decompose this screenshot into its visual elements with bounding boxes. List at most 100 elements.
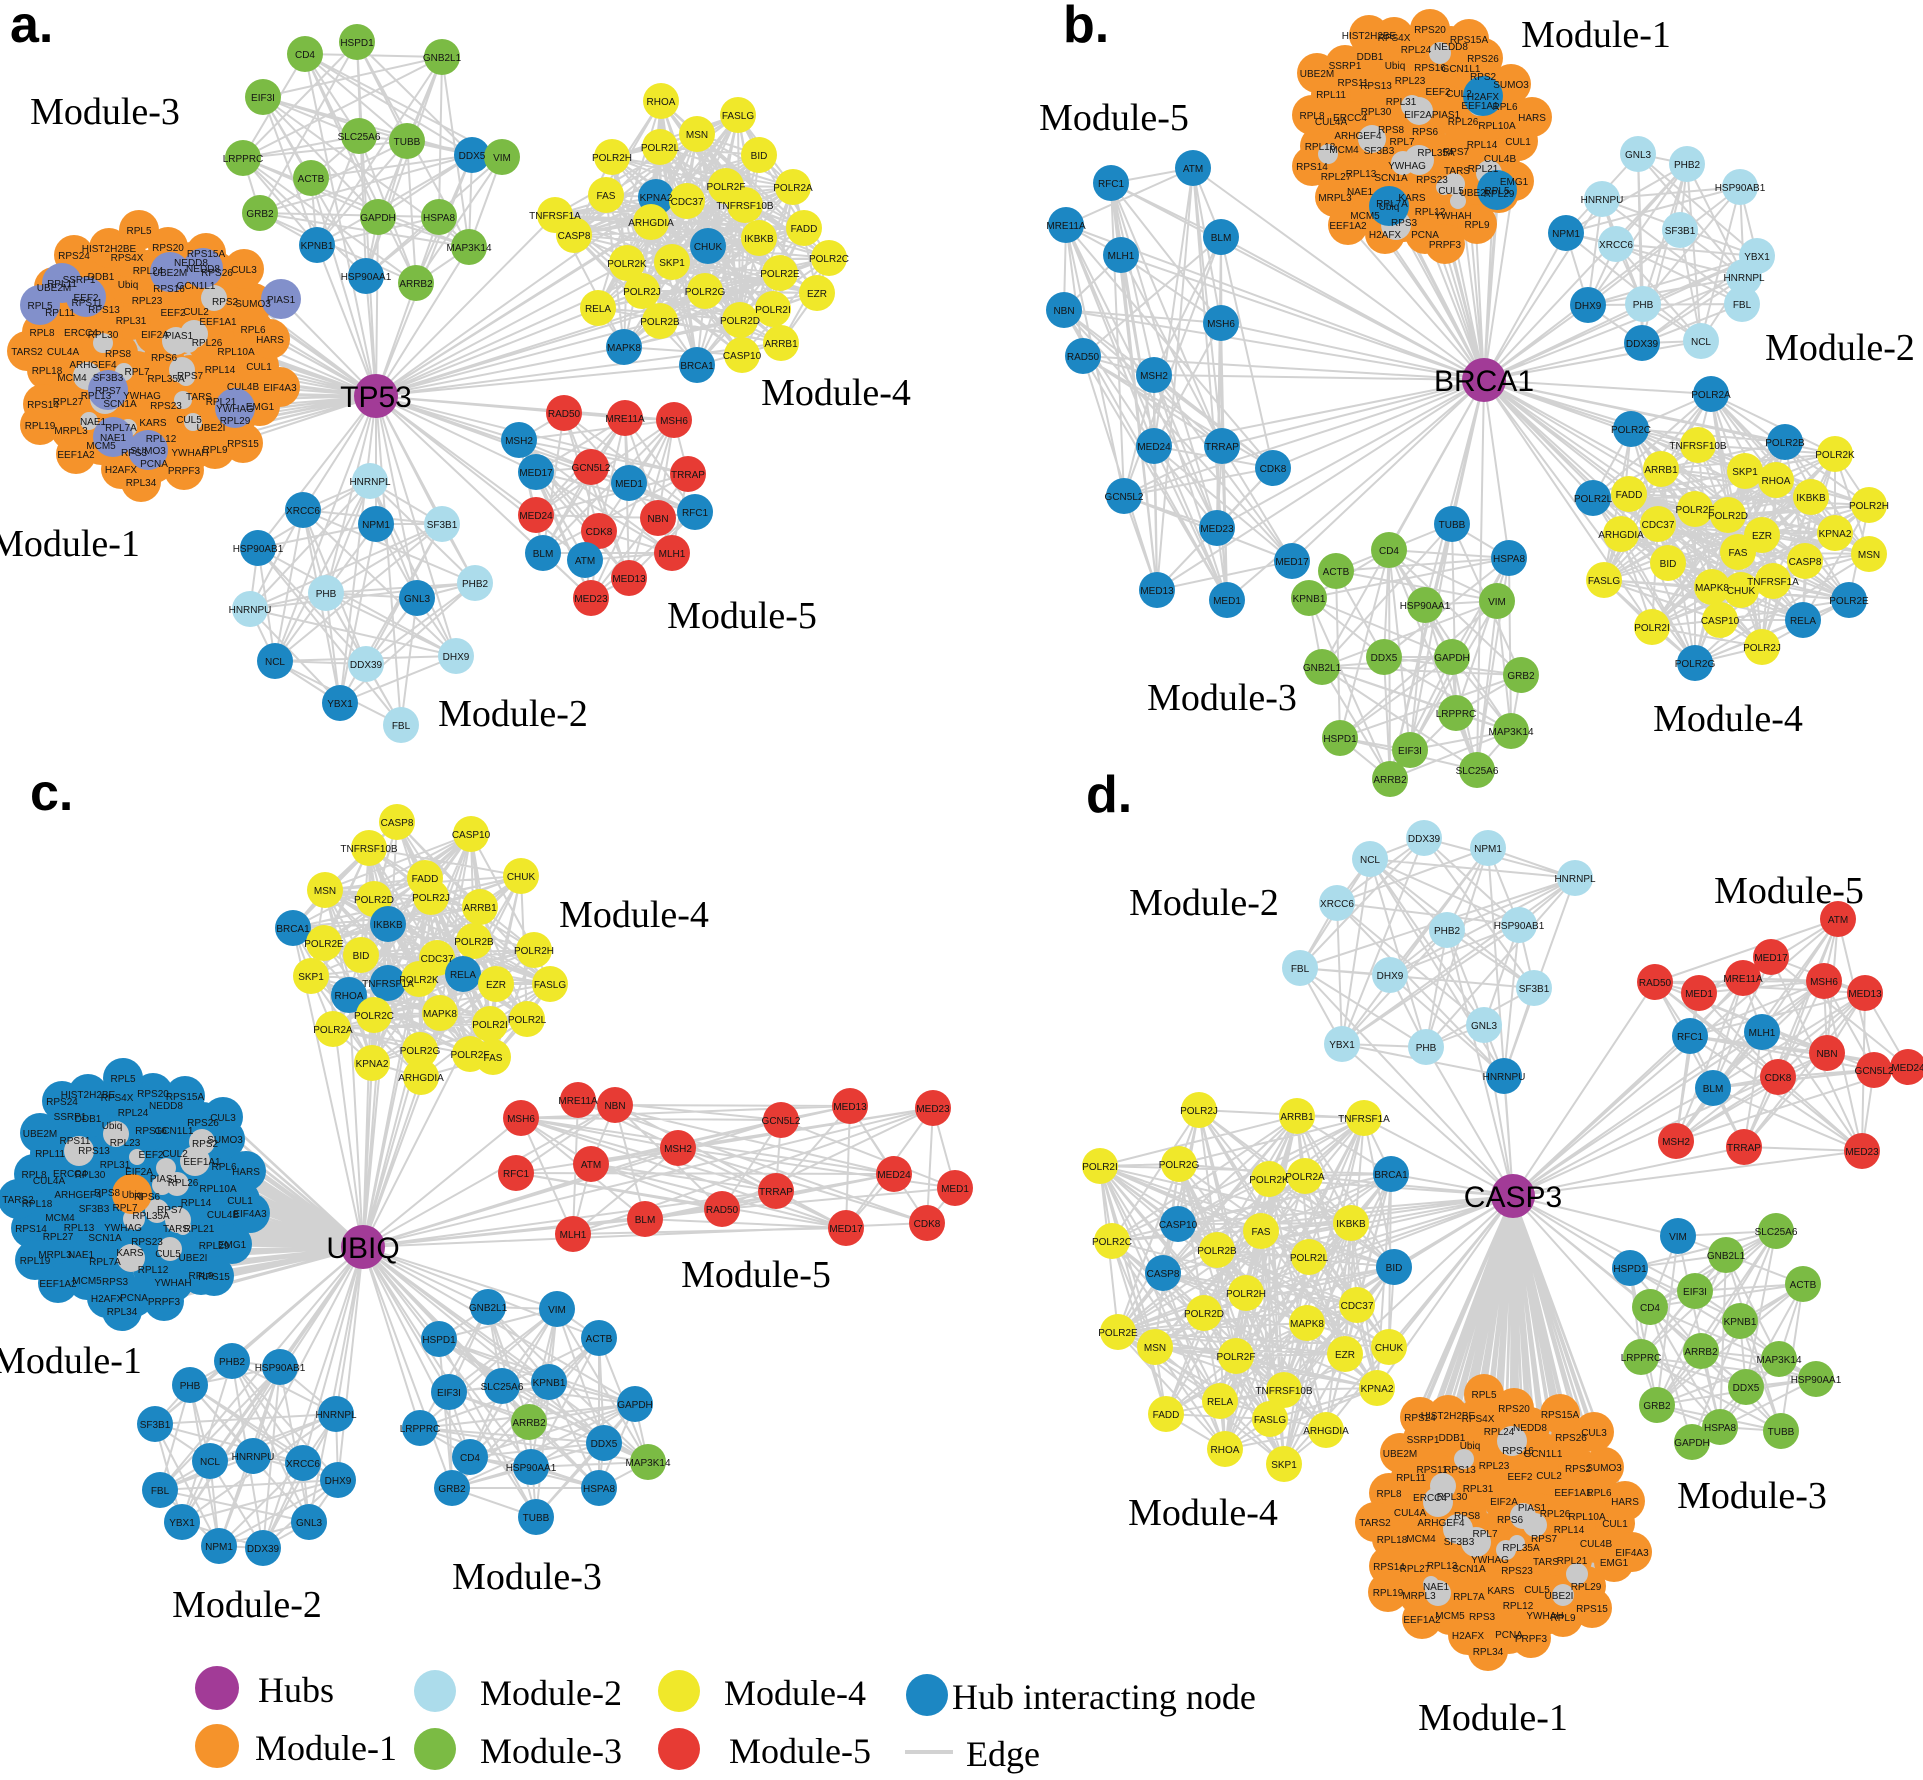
svg-text:RELA: RELA <box>1207 1397 1233 1408</box>
svg-text:EEF2: EEF2 <box>73 293 98 304</box>
svg-text:RPL24: RPL24 <box>1484 1427 1515 1438</box>
svg-text:RPL29: RPL29 <box>1571 1582 1602 1593</box>
svg-text:BRCA1: BRCA1 <box>276 924 310 935</box>
svg-text:MSH2: MSH2 <box>1662 1137 1690 1148</box>
svg-text:NAE1: NAE1 <box>68 1250 95 1261</box>
svg-text:SUMO3: SUMO3 <box>1586 1463 1622 1474</box>
svg-text:TARS2: TARS2 <box>11 347 43 358</box>
svg-text:MRE11A: MRE11A <box>1046 221 1086 232</box>
svg-text:SF3B3: SF3B3 <box>1364 146 1395 157</box>
svg-text:HSPD1: HSPD1 <box>340 38 374 49</box>
svg-text:SLC25A6: SLC25A6 <box>338 132 381 143</box>
svg-text:MCM5: MCM5 <box>86 441 116 452</box>
svg-text:HSPA8: HSPA8 <box>1493 554 1525 565</box>
svg-text:YWHAH: YWHAH <box>1434 211 1471 222</box>
svg-text:CUL3: CUL3 <box>210 1113 236 1124</box>
svg-text:POLR2D: POLR2D <box>1708 511 1748 522</box>
svg-text:MCM4: MCM4 <box>57 373 87 384</box>
svg-text:RPL21: RPL21 <box>1468 164 1499 175</box>
svg-text:PIAS1: PIAS1 <box>1518 1503 1547 1514</box>
svg-text:RELA: RELA <box>585 304 611 315</box>
svg-text:RPL35A: RPL35A <box>147 374 185 385</box>
svg-text:RPL5: RPL5 <box>1484 186 1509 197</box>
svg-text:H2AFX: H2AFX <box>1467 92 1500 103</box>
svg-text:EIF2A: EIF2A <box>1404 110 1432 121</box>
svg-text:ATM: ATM <box>575 556 595 567</box>
svg-text:POLR2K: POLR2K <box>1815 450 1855 461</box>
svg-text:RPS20: RPS20 <box>137 1089 169 1100</box>
svg-text:SSRP1: SSRP1 <box>63 275 96 286</box>
svg-text:POLR2H: POLR2H <box>1849 501 1889 512</box>
svg-text:NBN: NBN <box>1816 1049 1837 1060</box>
svg-text:ARHGDIA: ARHGDIA <box>628 218 674 229</box>
svg-text:POLR2F: POLR2F <box>451 1050 490 1061</box>
svg-text:RPL34: RPL34 <box>107 1307 138 1318</box>
svg-text:RPL12: RPL12 <box>138 1265 169 1276</box>
svg-text:Module-3: Module-3 <box>452 1556 602 1598</box>
svg-text:SKP1: SKP1 <box>1732 467 1758 478</box>
svg-text:RPL23: RPL23 <box>1479 1461 1510 1472</box>
svg-text:RELA: RELA <box>1790 616 1816 627</box>
svg-text:POLR2C: POLR2C <box>1092 1237 1132 1248</box>
svg-text:ARRB1: ARRB1 <box>463 903 497 914</box>
svg-text:RPS8: RPS8 <box>94 1188 121 1199</box>
svg-text:XRCC6: XRCC6 <box>286 506 320 517</box>
svg-text:CDK8: CDK8 <box>1765 1073 1792 1084</box>
svg-text:Module-4: Module-4 <box>559 894 709 936</box>
svg-text:RPL18: RPL18 <box>22 1199 53 1210</box>
svg-text:YBX1: YBX1 <box>169 1518 195 1529</box>
svg-text:MED1: MED1 <box>1213 596 1241 607</box>
svg-text:SUMO3: SUMO3 <box>235 299 271 310</box>
svg-text:RPL34: RPL34 <box>126 478 157 489</box>
svg-text:MRPL3: MRPL3 <box>1402 1591 1436 1602</box>
svg-text:RPS16: RPS16 <box>1502 1446 1534 1457</box>
svg-text:Module-1: Module-1 <box>0 523 140 565</box>
svg-text:RPL9: RPL9 <box>1550 1613 1575 1624</box>
svg-text:CHUK: CHUK <box>694 242 723 253</box>
svg-text:HSP90AA1: HSP90AA1 <box>1400 601 1451 612</box>
svg-text:EEF1A1: EEF1A1 <box>1554 1488 1592 1499</box>
svg-text:TARS2: TARS2 <box>1359 1518 1391 1529</box>
svg-text:RAD50: RAD50 <box>548 409 581 420</box>
svg-text:FAS: FAS <box>597 191 616 202</box>
svg-text:RFC1: RFC1 <box>1098 179 1125 190</box>
svg-text:FADD: FADD <box>1616 490 1643 501</box>
svg-text:POLR2K: POLR2K <box>1249 1175 1289 1186</box>
svg-text:Module-5: Module-5 <box>729 1731 871 1771</box>
svg-text:RPS16: RPS16 <box>153 284 185 295</box>
svg-text:POLR2I: POLR2I <box>1634 623 1670 634</box>
svg-text:MED1: MED1 <box>1685 989 1713 1000</box>
svg-text:RPL27: RPL27 <box>1400 1564 1431 1575</box>
svg-text:RPL13: RPL13 <box>64 1223 95 1234</box>
svg-text:MED24: MED24 <box>519 511 553 522</box>
svg-text:H2AFX: H2AFX <box>1452 1631 1485 1642</box>
svg-text:GCN1L1: GCN1L1 <box>155 1126 194 1137</box>
svg-text:DDX39: DDX39 <box>350 660 383 671</box>
svg-text:DDX5: DDX5 <box>459 151 486 162</box>
svg-text:RPS24: RPS24 <box>58 251 90 262</box>
svg-text:POLR2G: POLR2G <box>685 287 726 298</box>
svg-text:MSH2: MSH2 <box>505 436 533 447</box>
svg-text:CASP8: CASP8 <box>381 818 414 829</box>
svg-text:TP53: TP53 <box>340 381 412 414</box>
svg-text:b.: b. <box>1063 0 1109 54</box>
svg-text:KPNB1: KPNB1 <box>533 1378 566 1389</box>
svg-text:CUL1: CUL1 <box>1505 137 1531 148</box>
svg-text:EEF2: EEF2 <box>160 308 185 319</box>
svg-text:HSP90AB1: HSP90AB1 <box>1715 183 1766 194</box>
svg-text:MAP3K14: MAP3K14 <box>446 243 491 254</box>
svg-text:POLR2A: POLR2A <box>1691 390 1731 401</box>
svg-text:CUL4B: CUL4B <box>207 1210 240 1221</box>
svg-text:HSP90AA1: HSP90AA1 <box>1791 1375 1842 1386</box>
svg-text:YBX1: YBX1 <box>327 699 353 710</box>
svg-text:MAP3K14: MAP3K14 <box>1756 1355 1801 1366</box>
svg-text:RPL9: RPL9 <box>202 445 227 456</box>
svg-text:POLR2J: POLR2J <box>412 893 450 904</box>
svg-text:POLR2I: POLR2I <box>755 305 791 316</box>
svg-text:RPS16: RPS16 <box>1414 63 1446 74</box>
svg-text:RPL10A: RPL10A <box>1568 1512 1606 1523</box>
svg-text:HARS: HARS <box>1518 113 1546 124</box>
svg-text:CDC37: CDC37 <box>1642 520 1675 531</box>
svg-text:BID: BID <box>1386 1263 1403 1274</box>
svg-text:YWHAH: YWHAH <box>1526 1611 1563 1622</box>
